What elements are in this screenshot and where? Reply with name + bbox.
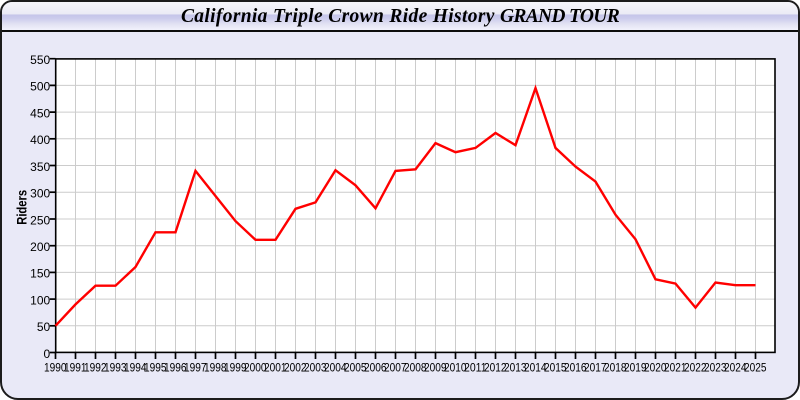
svg-text:400: 400 <box>30 133 50 147</box>
svg-text:2008: 2008 <box>404 360 427 374</box>
svg-text:2025: 2025 <box>744 360 767 374</box>
svg-text:2007: 2007 <box>384 360 407 374</box>
svg-text:2018: 2018 <box>604 360 627 374</box>
svg-text:2003: 2003 <box>304 360 327 374</box>
svg-text:2012: 2012 <box>484 360 507 374</box>
svg-text:Riders: Riders <box>13 190 29 225</box>
svg-text:550: 550 <box>30 53 50 67</box>
svg-text:1993: 1993 <box>104 360 127 374</box>
svg-text:2006: 2006 <box>364 360 387 374</box>
svg-text:1992: 1992 <box>84 360 107 374</box>
svg-text:150: 150 <box>30 267 50 281</box>
svg-text:2005: 2005 <box>344 360 367 374</box>
svg-text:250: 250 <box>30 213 50 227</box>
svg-text:2011: 2011 <box>464 360 487 374</box>
svg-text:350: 350 <box>30 160 50 174</box>
svg-text:1999: 1999 <box>224 360 247 374</box>
svg-text:500: 500 <box>30 80 50 94</box>
svg-text:2016: 2016 <box>564 360 587 374</box>
svg-text:2014: 2014 <box>524 360 547 374</box>
svg-text:2010: 2010 <box>444 360 467 374</box>
svg-text:1998: 1998 <box>204 360 227 374</box>
svg-text:300: 300 <box>30 187 50 201</box>
svg-text:2002: 2002 <box>284 360 307 374</box>
svg-text:1994: 1994 <box>124 360 147 374</box>
svg-text:2019: 2019 <box>624 360 647 374</box>
svg-text:1990: 1990 <box>44 360 67 374</box>
svg-text:2024: 2024 <box>724 360 747 374</box>
svg-text:1997: 1997 <box>184 360 207 374</box>
svg-text:2022: 2022 <box>684 360 707 374</box>
svg-text:2009: 2009 <box>424 360 447 374</box>
svg-text:2023: 2023 <box>704 360 727 374</box>
svg-text:2021: 2021 <box>664 360 687 374</box>
svg-text:2015: 2015 <box>544 360 567 374</box>
svg-text:2004: 2004 <box>324 360 347 374</box>
svg-text:2020: 2020 <box>644 360 667 374</box>
svg-text:0: 0 <box>44 347 51 361</box>
svg-text:2000: 2000 <box>244 360 267 374</box>
svg-text:2017: 2017 <box>584 360 607 374</box>
svg-text:200: 200 <box>30 240 50 254</box>
svg-text:450: 450 <box>30 106 50 120</box>
svg-text:1996: 1996 <box>164 360 187 374</box>
svg-text:1991: 1991 <box>64 360 87 374</box>
svg-text:50: 50 <box>37 320 51 334</box>
svg-text:100: 100 <box>30 293 50 307</box>
svg-text:2001: 2001 <box>264 360 287 374</box>
svg-text:2013: 2013 <box>504 360 527 374</box>
svg-text:1995: 1995 <box>144 360 167 374</box>
